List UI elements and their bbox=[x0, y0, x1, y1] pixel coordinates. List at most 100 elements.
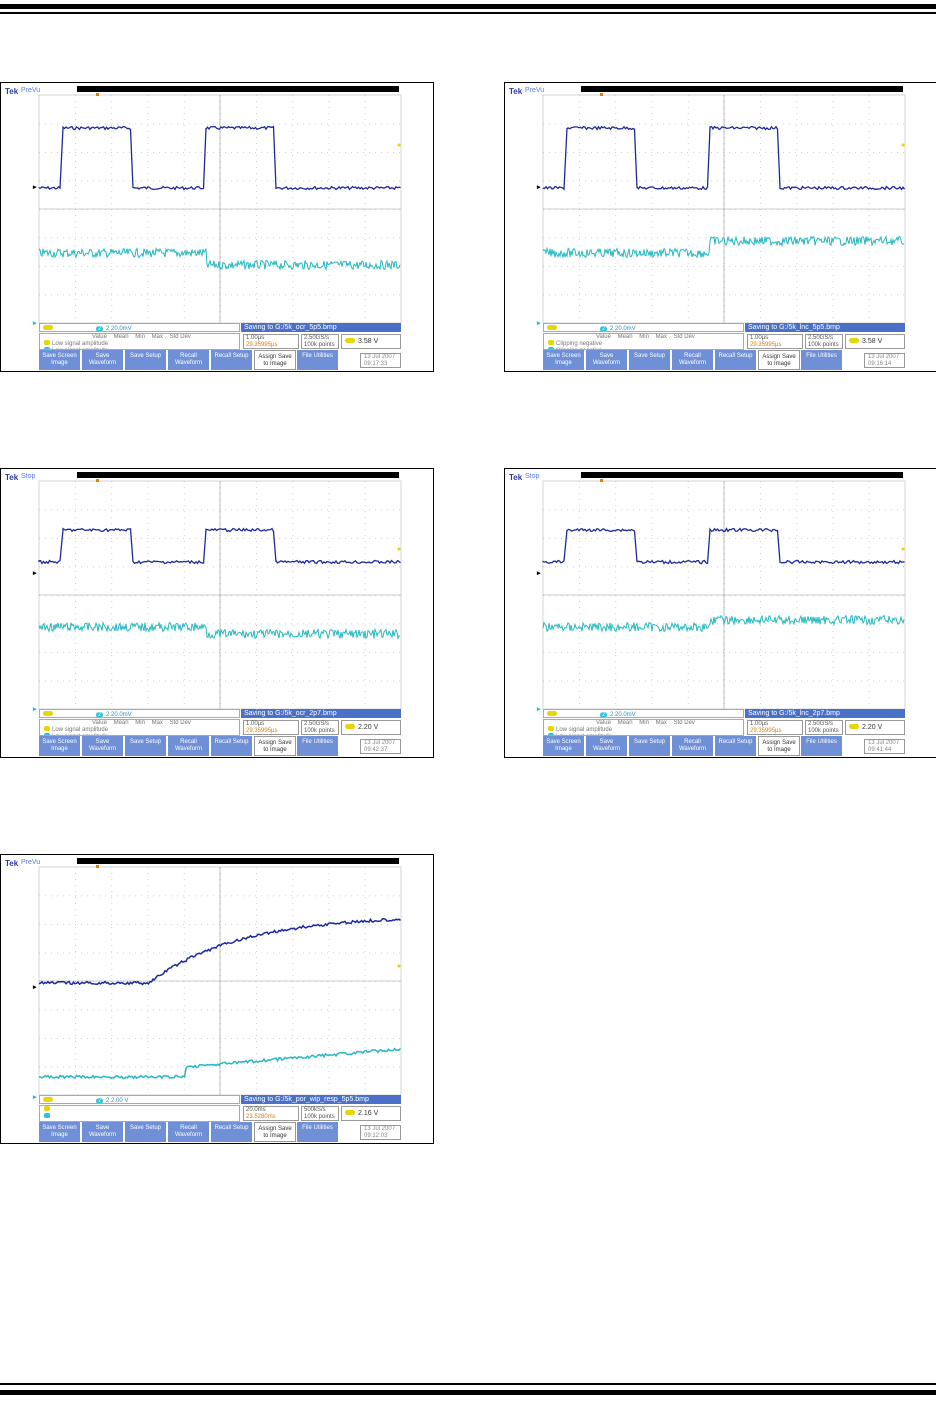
sample-rate-readout[interactable]: 2.50GS/s 100k points bbox=[805, 720, 843, 735]
timebase-value: 1.00µs bbox=[246, 721, 265, 727]
menu-button-1[interactable]: Save Waveform bbox=[82, 1122, 124, 1142]
menu-button-2[interactable]: Save Setup bbox=[629, 736, 671, 756]
timebase-readout[interactable]: 1.00µs 29.35995µs bbox=[243, 334, 299, 349]
ch2-trace bbox=[542, 614, 905, 633]
trigger-ch-badge bbox=[849, 724, 859, 729]
measurement-row-1: Clipping negative bbox=[544, 340, 743, 347]
menu-button-4[interactable]: Recall Setup bbox=[211, 350, 253, 370]
menu-button-5[interactable]: Assign Save to Image bbox=[254, 350, 296, 370]
menu-button-4[interactable]: Recall Setup bbox=[211, 1122, 253, 1142]
trigger-readout[interactable]: 2.16 V bbox=[341, 1106, 401, 1121]
trigger-level: 3.58 V bbox=[358, 338, 379, 345]
menu-button-4[interactable]: Recall Setup bbox=[715, 736, 757, 756]
menu-button-3[interactable]: Recall Waveform bbox=[168, 736, 210, 756]
measurement-row-2: Low signal amplitude bbox=[544, 733, 743, 735]
menu-button-2[interactable]: Save Setup bbox=[629, 350, 671, 370]
menu-button-2[interactable]: Save Setup bbox=[125, 1122, 167, 1142]
menu-button-6[interactable]: File Utilities bbox=[297, 1122, 339, 1142]
time-value: 09:12:03 bbox=[364, 1133, 388, 1139]
menu-button-0[interactable]: Save Screen Image bbox=[39, 736, 81, 756]
menu-button-0[interactable]: Save Screen Image bbox=[39, 1122, 81, 1142]
ch1-ground-marker: ▸ bbox=[537, 570, 541, 577]
meas-text-1: Low signal amplitude bbox=[52, 341, 109, 347]
sample-rate-readout[interactable]: 2.50GS/s 100k points bbox=[805, 334, 843, 349]
menu-button-2[interactable]: Save Setup bbox=[125, 350, 167, 370]
trigger-readout[interactable]: 3.58 V bbox=[341, 334, 401, 349]
top-rule-thick bbox=[0, 4, 936, 9]
trigger-readout[interactable]: 3.58 V bbox=[845, 334, 905, 349]
menu-button-4[interactable]: Recall Setup bbox=[715, 350, 757, 370]
menu-button-3[interactable]: Recall Waveform bbox=[168, 1122, 210, 1142]
menu-button-0[interactable]: Save Screen Image bbox=[543, 350, 585, 370]
menu-button-0[interactable]: Save Screen Image bbox=[543, 736, 585, 756]
time-value: 09:16:14 bbox=[868, 361, 892, 367]
menu-button-1[interactable]: Save Waveform bbox=[586, 736, 628, 756]
waveform-display bbox=[542, 479, 906, 710]
date-value: 13 Jul 2007 bbox=[364, 740, 396, 746]
status-message: Saving to G:/5k_ocr_5p5.bmp bbox=[241, 323, 401, 332]
datetime-readout: 13 Jul 2007 09:12:03 bbox=[360, 1125, 401, 1140]
meas-badge-1 bbox=[548, 340, 554, 345]
sample-rate-readout[interactable]: 2.50GS/s 100k points bbox=[301, 720, 339, 735]
meas-badge-2 bbox=[44, 1113, 50, 1118]
trigger-level-marker bbox=[397, 143, 401, 147]
trigger-time-marker bbox=[600, 93, 603, 96]
graticule bbox=[542, 480, 906, 710]
ch2-ground-marker: ▸ bbox=[33, 706, 37, 713]
sample-rate-value: 2.50GS/s bbox=[808, 335, 834, 341]
ch2-ground-marker: ▸ bbox=[33, 1094, 37, 1101]
ch2-badge: 2 bbox=[96, 326, 103, 331]
measurement-row-1: Low signal amplitude bbox=[40, 726, 239, 733]
record-overview-bar bbox=[581, 86, 903, 92]
menu-button-6[interactable]: File Utilities bbox=[801, 350, 843, 370]
ch2-trace bbox=[38, 620, 401, 641]
sample-rate-value: 2.50GS/s bbox=[304, 721, 330, 727]
menu-button-1[interactable]: Save Waveform bbox=[586, 350, 628, 370]
trigger-level: 3.58 V bbox=[862, 338, 883, 345]
record-overview-bar bbox=[77, 472, 399, 478]
menu-button-0[interactable]: Save Screen Image bbox=[39, 350, 81, 370]
status-message: Saving to G:/5k_lnc_2p7.bmp bbox=[745, 709, 905, 718]
measurement-row-2: Low signal amplitude bbox=[40, 347, 239, 349]
ch1-trace bbox=[38, 125, 401, 191]
trigger-position: 29.35995µs bbox=[750, 728, 782, 734]
sample-rate-readout[interactable]: 500kS/s 100k points bbox=[301, 1106, 339, 1121]
top-rule-thin bbox=[0, 12, 936, 14]
save-recall-menu: Save Screen Image Save Waveform Save Setup… bbox=[543, 736, 843, 756]
menu-button-5[interactable]: Assign Save to Image bbox=[758, 350, 800, 370]
ch2-trace bbox=[38, 1047, 402, 1080]
menu-button-5[interactable]: Assign Save to Image bbox=[254, 1122, 296, 1142]
ch1-trace bbox=[38, 527, 401, 565]
status-message: Saving to G:/5k_lnc_5p5.bmp bbox=[745, 323, 905, 332]
menu-button-6[interactable]: File Utilities bbox=[297, 350, 339, 370]
menu-button-4[interactable]: Recall Setup bbox=[211, 736, 253, 756]
measurement-row-2 bbox=[40, 1113, 239, 1120]
menu-button-3[interactable]: Recall Waveform bbox=[168, 350, 210, 370]
ch1-ground-marker: ▸ bbox=[33, 184, 37, 191]
menu-button-2[interactable]: Save Setup bbox=[125, 736, 167, 756]
menu-button-6[interactable]: File Utilities bbox=[801, 736, 843, 756]
trigger-level-marker bbox=[397, 547, 401, 551]
menu-button-5[interactable]: Assign Save to Image bbox=[254, 736, 296, 756]
ch2-ground-marker: ▸ bbox=[537, 706, 541, 713]
trigger-readout[interactable]: 2.20 V bbox=[341, 720, 401, 735]
menu-button-5[interactable]: Assign Save to Image bbox=[758, 736, 800, 756]
menu-button-1[interactable]: Save Waveform bbox=[82, 350, 124, 370]
trigger-level-marker bbox=[901, 143, 905, 147]
menu-button-3[interactable]: Recall Waveform bbox=[672, 736, 714, 756]
timebase-readout[interactable]: 20.0ms 23.5280ms bbox=[243, 1106, 299, 1121]
measurement-header: Value Mean Min Max Std Dev bbox=[596, 720, 695, 726]
meas-text-1: Low signal amplitude bbox=[556, 727, 613, 733]
trigger-position: 29.35995µs bbox=[246, 728, 278, 734]
measurement-header: Value Mean Min Max Std Dev bbox=[596, 334, 695, 340]
menu-button-3[interactable]: Recall Waveform bbox=[672, 350, 714, 370]
menu-button-6[interactable]: File Utilities bbox=[297, 736, 339, 756]
menu-button-1[interactable]: Save Waveform bbox=[82, 736, 124, 756]
meas-badge-2 bbox=[548, 347, 554, 349]
sample-rate-readout[interactable]: 2.50GS/s 100k points bbox=[301, 334, 339, 349]
trigger-readout[interactable]: 2.20 V bbox=[845, 720, 905, 735]
timebase-readout[interactable]: 1.00µs 29.35995µs bbox=[243, 720, 299, 735]
time-value: 09:17:33 bbox=[364, 361, 388, 367]
timebase-readout[interactable]: 1.00µs 29.35995µs bbox=[747, 720, 803, 735]
timebase-readout[interactable]: 1.00µs 29.35995µs bbox=[747, 334, 803, 349]
